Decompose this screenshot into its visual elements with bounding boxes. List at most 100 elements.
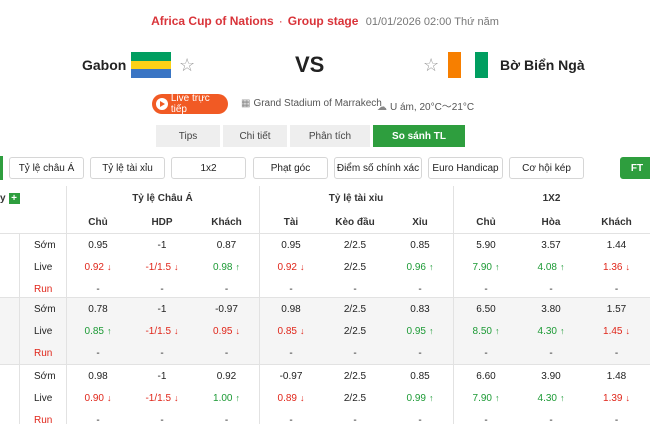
odds-cell[interactable]: 2/2.5 <box>323 387 387 409</box>
arrow-down-icon: ↓ <box>106 393 112 403</box>
odds-cell[interactable]: -1 <box>130 234 194 256</box>
row-label: Sớm <box>34 239 56 251</box>
odds-value: - <box>353 283 357 295</box>
odds-cell[interactable]: 0.83 <box>387 298 453 320</box>
odds-cell[interactable]: 1.48 <box>583 365 650 387</box>
odds-cell[interactable]: 2/2.5 <box>323 256 387 278</box>
star-icon[interactable]: ☆ <box>423 55 440 75</box>
odds-cell[interactable]: 0.96 ↑ <box>387 256 453 278</box>
odds-cell: - <box>130 342 194 364</box>
odds-value: 6.60 <box>476 370 496 382</box>
arrow-up-icon: ↑ <box>559 262 565 272</box>
arrow-up-icon: ↑ <box>428 326 434 336</box>
filter-full-time[interactable]: FT <box>620 157 650 179</box>
odds-cell[interactable]: 4.30 ↑ <box>519 320 583 342</box>
odds-cell[interactable]: 2/2.5 <box>323 234 387 256</box>
tab-details[interactable]: Chi tiết <box>223 125 287 147</box>
filter-correct-score[interactable]: Điểm số chính xác <box>334 157 422 179</box>
odds-cell[interactable]: 0.78 <box>66 298 130 320</box>
filter-over-under[interactable]: Tỷ lệ tài xỉu <box>90 157 165 179</box>
odds-cell[interactable]: 1.57 <box>583 298 650 320</box>
arrow-up-icon: ↑ <box>494 326 500 336</box>
odds-cell[interactable]: 4.08 ↑ <box>519 256 583 278</box>
odds-cell[interactable]: 3.80 <box>519 298 583 320</box>
odds-cell: - <box>130 278 194 300</box>
filter-double-chance[interactable]: Cơ hội kép <box>509 157 584 179</box>
odds-cell[interactable]: 4.30 ↑ <box>519 387 583 409</box>
odds-cell[interactable]: 5.90 <box>453 234 519 256</box>
plus-icon[interactable]: + <box>8 192 20 204</box>
league-name[interactable]: Africa Cup of Nations <box>151 14 274 28</box>
odds-value: 0.95 <box>281 239 301 251</box>
odds-cell[interactable]: -0.97 <box>259 365 323 387</box>
odds-cell[interactable]: 2/2.5 <box>323 320 387 342</box>
odds-cell[interactable]: 0.95 <box>66 234 130 256</box>
arrow-up-icon: ↑ <box>106 326 112 336</box>
stage-name[interactable]: Group stage <box>287 14 359 28</box>
odds-cell[interactable]: 0.98 <box>66 365 130 387</box>
odds-value: - <box>160 283 164 295</box>
filter-1x2[interactable]: 1x2 <box>171 157 246 179</box>
odds-cell[interactable]: 0.85 <box>387 365 453 387</box>
odds-cell[interactable]: 7.90 ↑ <box>453 387 519 409</box>
odds-cell[interactable]: 1.45 ↓ <box>583 320 650 342</box>
arrow-up-icon: ↑ <box>428 393 434 403</box>
odds-cell[interactable]: 3.90 <box>519 365 583 387</box>
tab-tips[interactable]: Tips <box>156 125 220 147</box>
odds-cell[interactable]: 0.85 <box>387 234 453 256</box>
star-icon[interactable]: ☆ <box>179 55 196 75</box>
odds-cell[interactable]: 0.92 ↓ <box>66 256 130 278</box>
odds-value: 5.90 <box>476 239 496 251</box>
odds-cell: - <box>194 278 259 300</box>
odds-value: 0.85 <box>410 239 430 251</box>
odds-cell[interactable]: 8.50 ↑ <box>453 320 519 342</box>
odds-cell[interactable]: 0.98 ↑ <box>194 256 259 278</box>
odds-cell[interactable]: -1/1.5 ↓ <box>130 387 194 409</box>
odds-cell[interactable]: 0.99 ↑ <box>387 387 453 409</box>
odds-value: - <box>549 283 553 295</box>
row-label: Run <box>34 414 53 424</box>
odds-value: 0.98 <box>213 261 233 273</box>
odds-cell[interactable]: 1.39 ↓ <box>583 387 650 409</box>
odds-cell[interactable]: 0.90 ↓ <box>66 387 130 409</box>
odds-cell[interactable]: 3.57 <box>519 234 583 256</box>
odds-cell: - <box>66 278 130 300</box>
odds-cell[interactable]: 1.44 <box>583 234 650 256</box>
tab-odds-compare[interactable]: So sánh TL <box>373 125 465 147</box>
row-label: Run <box>34 283 53 295</box>
filter-corners[interactable]: Phạt góc <box>253 157 328 179</box>
odds-cell[interactable]: 2/2.5 <box>323 298 387 320</box>
odds-value: - <box>96 414 100 424</box>
odds-cell[interactable]: 1.00 ↑ <box>194 387 259 409</box>
odds-cell[interactable]: 6.60 <box>453 365 519 387</box>
odds-value: - <box>224 347 229 359</box>
odds-cell[interactable]: 0.98 <box>259 298 323 320</box>
odds-cell[interactable]: -1/1.5 ↓ <box>130 256 194 278</box>
odds-cell[interactable]: 1.36 ↓ <box>583 256 650 278</box>
odds-cell[interactable]: 0.95 ↑ <box>387 320 453 342</box>
arrow-down-icon: ↓ <box>106 262 112 272</box>
odds-cell[interactable]: -0.97 <box>194 298 259 320</box>
odds-cell[interactable]: -1 <box>130 298 194 320</box>
divider <box>0 297 650 298</box>
odds-cell[interactable]: 0.87 <box>194 234 259 256</box>
odds-cell[interactable]: 0.89 ↓ <box>259 387 323 409</box>
away-team-name[interactable]: Bờ Biển Ngà <box>500 57 585 73</box>
odds-cell[interactable]: 2/2.5 <box>323 365 387 387</box>
odds-cell[interactable]: -1 <box>130 365 194 387</box>
odds-cell[interactable]: -1/1.5 ↓ <box>130 320 194 342</box>
odds-cell[interactable]: 6.50 <box>453 298 519 320</box>
odds-cell[interactable]: 0.85 ↓ <box>259 320 323 342</box>
odds-cell[interactable]: 0.92 ↓ <box>259 256 323 278</box>
filter-euro-handicap[interactable]: Euro Handicap <box>428 157 503 179</box>
live-stream-button[interactable]: Live trực tiếp <box>152 93 228 115</box>
home-team-name[interactable]: Gabon <box>82 57 127 73</box>
odds-cell[interactable]: 0.85 ↑ <box>66 320 130 342</box>
odds-cell[interactable]: 0.95 ↓ <box>194 320 259 342</box>
odds-cell[interactable]: 7.90 ↑ <box>453 256 519 278</box>
odds-value: 2/2.5 <box>343 261 367 273</box>
filter-asian-handicap[interactable]: Tỷ lệ châu Á <box>9 157 84 179</box>
odds-cell[interactable]: 0.92 <box>194 365 259 387</box>
odds-cell[interactable]: 0.95 <box>259 234 323 256</box>
tab-analysis[interactable]: Phân tích <box>290 125 370 147</box>
